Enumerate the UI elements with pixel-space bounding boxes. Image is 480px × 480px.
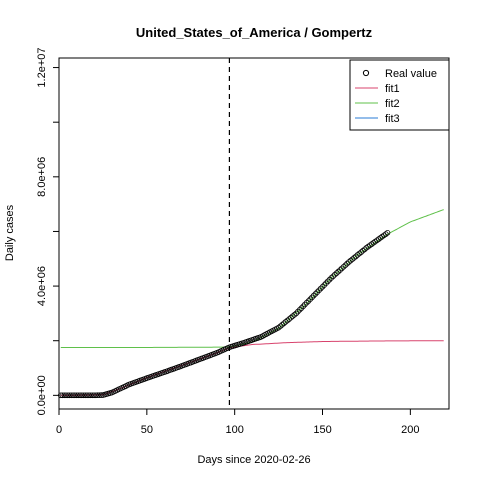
data-point — [65, 392, 71, 399]
chart-title: United_States_of_America / Gompertz — [136, 25, 373, 40]
y-tick-label: 8.0e+06 — [36, 157, 48, 197]
x-tick-label: 0 — [56, 424, 62, 436]
x-tick-label: 100 — [225, 424, 243, 436]
data-point — [361, 246, 368, 253]
data-point — [63, 392, 69, 399]
x-axis-label: Days since 2020-02-26 — [197, 454, 310, 466]
data-point — [344, 260, 350, 267]
data-point — [353, 253, 359, 260]
legend-label-fit2: fit2 — [385, 98, 400, 110]
legend-symbol-Real value — [362, 69, 370, 77]
data-point — [80, 392, 87, 399]
legend: Real value fit1 fit2 fit3 — [349, 59, 450, 131]
data-point — [309, 294, 315, 301]
data-point — [351, 254, 357, 261]
data-point — [330, 273, 336, 280]
data-point — [291, 311, 298, 318]
x-tick-label: 150 — [313, 424, 331, 436]
data-point — [324, 278, 331, 285]
data-point — [354, 252, 361, 258]
data-point — [323, 280, 329, 287]
data-point — [333, 270, 340, 276]
data-point — [338, 265, 345, 272]
data-point — [356, 250, 363, 257]
data-point — [305, 298, 312, 304]
x-tick-label: 50 — [141, 424, 153, 436]
data-point — [331, 271, 338, 278]
data-point — [68, 392, 75, 399]
data-point — [93, 392, 99, 399]
data-point — [289, 313, 296, 320]
data-point — [57, 392, 64, 399]
data-point — [275, 324, 282, 331]
legend-label-fit1: fit1 — [385, 83, 400, 95]
data-point — [349, 256, 356, 263]
data-point — [66, 392, 73, 399]
data-point — [286, 316, 292, 322]
data-point — [277, 323, 284, 330]
data-point — [319, 283, 326, 290]
data-point — [303, 299, 310, 306]
data-point — [293, 310, 300, 317]
data-point — [342, 262, 349, 269]
data-point — [79, 392, 85, 399]
data-point — [288, 314, 294, 321]
data-point — [98, 392, 104, 398]
data-point — [314, 289, 321, 295]
legend-label-fit3: fit3 — [385, 113, 400, 125]
data-point — [89, 392, 96, 399]
data-point — [384, 230, 391, 236]
data-point — [340, 263, 347, 270]
data-point — [295, 308, 301, 315]
data-point — [75, 392, 82, 399]
data-point — [307, 296, 314, 303]
data-point — [96, 392, 103, 399]
data-point — [312, 291, 319, 297]
data-point — [87, 392, 94, 399]
plot-frame — [58, 57, 450, 410]
data-point — [358, 249, 365, 255]
data-point — [300, 303, 307, 310]
data-point — [346, 259, 352, 265]
x-tick-label: 200 — [401, 424, 419, 436]
data-point — [326, 276, 333, 283]
data-point — [279, 321, 285, 328]
plot-area: 0 50 100 150 200 0.0e+00 4.0e+06 8.0e+06 1.2e+07 — [36, 48, 450, 436]
y-tick-label: 1.2e+07 — [36, 48, 48, 88]
data-point — [91, 392, 97, 399]
data-point — [284, 317, 291, 324]
data-point — [328, 275, 335, 281]
data-point — [316, 287, 322, 294]
data-point — [296, 306, 303, 313]
data-point — [310, 292, 317, 299]
data-point — [73, 392, 80, 399]
series-line-fit2 — [60, 209, 444, 348]
data-point — [70, 392, 76, 399]
data-point — [360, 247, 366, 254]
data-point — [347, 257, 354, 264]
data-point — [321, 282, 328, 288]
legend-label-Real value: Real value — [385, 68, 437, 80]
y-tick-label: 4.0e+06 — [36, 266, 48, 306]
data-point — [281, 320, 287, 327]
y-tick-label: 0.0e+00 — [36, 375, 48, 415]
y-axis-label: Daily cases — [4, 204, 16, 261]
data-point — [282, 319, 289, 325]
data-point — [84, 392, 90, 399]
data-point — [337, 267, 343, 273]
data-point — [302, 301, 308, 308]
data-point — [317, 285, 324, 292]
data-point — [382, 231, 389, 237]
data-point — [77, 392, 83, 399]
data-point — [94, 392, 101, 399]
data-point — [59, 392, 66, 399]
data-point — [335, 268, 342, 275]
data-point — [298, 305, 305, 311]
data-point — [72, 392, 78, 399]
